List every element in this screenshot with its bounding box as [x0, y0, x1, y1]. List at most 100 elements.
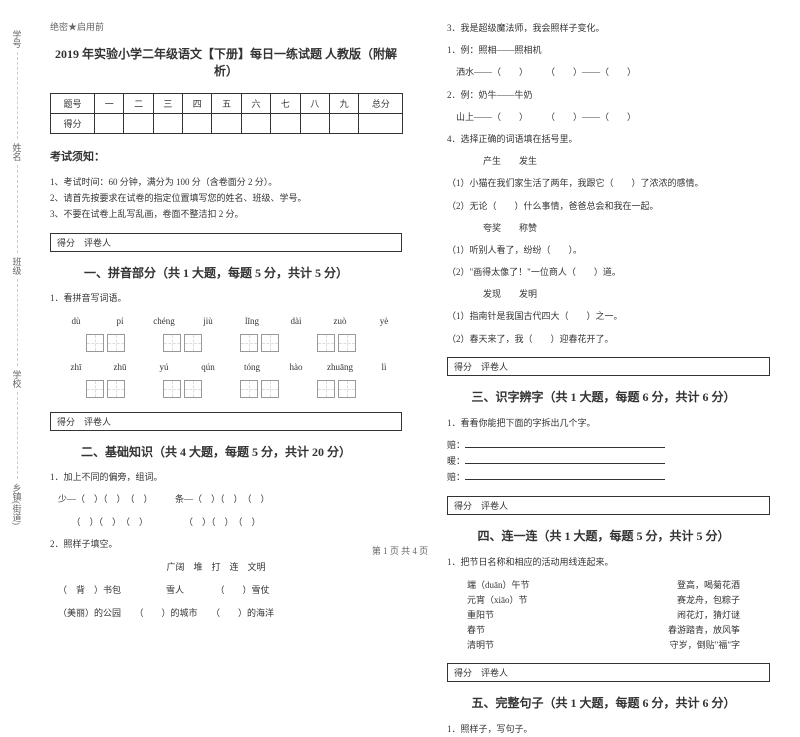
vlabel-xuexiao: 学校: [11, 370, 24, 388]
q4a: 产生 发生: [447, 153, 770, 169]
char-box[interactable]: [107, 334, 125, 352]
score-header-cell: 八: [300, 94, 329, 114]
score-header-cell: 总分: [359, 94, 403, 114]
vline: [17, 392, 18, 479]
connect-row: 元宵（xiāo）节赛龙舟，包粽子: [467, 593, 740, 606]
split-char-line: 赔：: [447, 469, 770, 485]
score-header-cell: 五: [212, 94, 241, 114]
pinyin-syllable: lì: [366, 362, 402, 372]
score-header-cell: 六: [241, 94, 270, 114]
vlabel-banji: 班级: [11, 257, 24, 275]
q3d: 山上——（ ） （ ）——（ ）: [447, 109, 770, 125]
char-box[interactable]: [163, 380, 181, 398]
q4e: （1）听别人看了，纷纷（ ）。: [447, 242, 770, 258]
q4g: 发现 发明: [447, 286, 770, 302]
q5-text: 1．照样子，写句子。: [447, 721, 770, 737]
char-pair: [240, 380, 279, 398]
score-box: 得分 评卷人: [447, 357, 770, 376]
q3c: 2．例：奶牛——牛奶: [447, 87, 770, 103]
char-box[interactable]: [163, 334, 181, 352]
fill-2-2a: （ 背 ）书包 雪人 （ ）雪仗: [58, 582, 402, 599]
score-header-cell: 七: [271, 94, 300, 114]
pinyin-syllable: zuò: [322, 316, 358, 326]
split-char-line: 暖：: [447, 453, 770, 469]
exam-title: 2019 年实验小学二年级语文【下册】每日一练试题 人教版（附解析）: [50, 45, 402, 79]
connect-left: 端（duān）午节: [467, 578, 530, 591]
score-header-cell: 题号: [51, 94, 95, 114]
char-pair: [163, 380, 202, 398]
pinyin-syllable: jiù: [190, 316, 226, 326]
q4f: （2）"画得太像了！"一位商人（ ）道。: [447, 264, 770, 280]
vline: [17, 165, 18, 252]
char-grid-2: [58, 380, 402, 398]
connect-right: 春游踏青，放风筝: [668, 623, 740, 636]
split-char-line: 赔：: [447, 437, 770, 453]
char-pair: [240, 334, 279, 352]
pinyin-syllable: yè: [366, 316, 402, 326]
q4d: 夸奖 称赞: [447, 220, 770, 236]
vlabel-xingming: 姓名: [11, 143, 24, 161]
score-box: 得分 评卷人: [50, 412, 402, 431]
pinyin-row-2: zhīzhūyúqúntónghàozhuānglì: [58, 362, 402, 372]
char-box[interactable]: [86, 334, 104, 352]
score-header-cell: 二: [124, 94, 153, 114]
char-pair: [317, 334, 356, 352]
connect-row: 端（duān）午节 登高，喝菊花酒: [467, 578, 740, 591]
page-footer: 第 1 页 共 4 页: [0, 544, 800, 557]
connect-right: 闹花灯，猜灯谜: [677, 608, 740, 621]
score-header-cell: 四: [183, 94, 212, 114]
score-table: 题号一二三四五六七八九总分 得分: [50, 93, 403, 134]
char-grid-1: [58, 334, 402, 352]
char-pair: [317, 380, 356, 398]
connect-left: 重阳节: [467, 608, 494, 621]
notice-item: 3、不要在试卷上乱写乱画，卷面不整洁扣 2 分。: [50, 206, 402, 222]
char-box[interactable]: [338, 380, 356, 398]
q3-text: 1．看看你能把下面的字拆出几个字。: [447, 415, 770, 431]
section-1-title: 一、拼音部分（共 1 大题，每题 5 分，共计 5 分）: [30, 264, 402, 281]
pinyin-syllable: zhuāng: [322, 362, 358, 372]
notice-title: 考试须知：: [50, 148, 402, 164]
vline: [17, 279, 18, 366]
score-box: 得分 评卷人: [447, 496, 770, 515]
char-box[interactable]: [107, 380, 125, 398]
char-box[interactable]: [184, 380, 202, 398]
pinyin-syllable: tóng: [234, 362, 270, 372]
char-pair: [163, 334, 202, 352]
char-box[interactable]: [240, 334, 258, 352]
connect-left: 元宵（xiāo）节: [467, 593, 528, 606]
score-box: 得分 评卷人: [50, 233, 402, 252]
q4b: （1）小猫在我们家生活了两年，我跟它（ ）了浓浓的感情。: [447, 175, 770, 191]
connect-row: 春节春游踏青，放风筝: [467, 623, 740, 636]
vlabel-xiangzhen: 乡镇(街道): [11, 483, 24, 525]
q4: 4．选择正确的词语填在括号里。: [447, 131, 770, 147]
pinyin-syllable: dù: [58, 316, 94, 326]
score-row-label: 得分: [51, 114, 95, 134]
pinyin-syllable: yú: [146, 362, 182, 372]
connect-row: 重阳节 闹花灯，猜灯谜: [467, 608, 740, 621]
pinyin-syllable: chéng: [146, 316, 182, 326]
char-box[interactable]: [317, 380, 335, 398]
fill-2-1a: 少—（ ）（ ） （ ） 条—（ ）（ ） （ ）: [58, 491, 402, 508]
fill-2-1b: （ ）（ ） （ ） （ ）（ ） （ ）: [58, 514, 402, 531]
fill-2-2b: （美丽）的公园 （ ）的城市 （ ）的海洋: [58, 605, 402, 622]
pinyin-syllable: lǐng: [234, 316, 270, 326]
connect-row: 清明节守岁，倒贴"福"字: [467, 638, 740, 651]
section-5-title: 五、完整句子（共 1 大题，每题 6 分，共计 6 分）: [437, 694, 770, 711]
char-box[interactable]: [338, 334, 356, 352]
char-box[interactable]: [86, 380, 104, 398]
section-2-title: 二、基础知识（共 4 大题，每题 5 分，共计 20 分）: [30, 443, 402, 460]
score-header-cell: 九: [329, 94, 358, 114]
q3b: 洒水——（ ） （ ）——（ ）: [447, 64, 770, 80]
q4i: （2）春天来了，我（ ）迎春花开了。: [447, 331, 770, 347]
char-box[interactable]: [261, 334, 279, 352]
connect-right: 登高，喝菊花酒: [677, 578, 740, 591]
pinyin-syllable: pí: [102, 316, 138, 326]
vlabel-xuehao: 学号: [11, 30, 24, 48]
char-pair: [86, 334, 125, 352]
char-box[interactable]: [240, 380, 258, 398]
char-box[interactable]: [184, 334, 202, 352]
notice-item: 1、考试时间：60 分钟，满分为 100 分（含卷面分 2 分）。: [50, 174, 402, 190]
char-box[interactable]: [261, 380, 279, 398]
pinyin-syllable: qún: [190, 362, 226, 372]
char-box[interactable]: [317, 334, 335, 352]
